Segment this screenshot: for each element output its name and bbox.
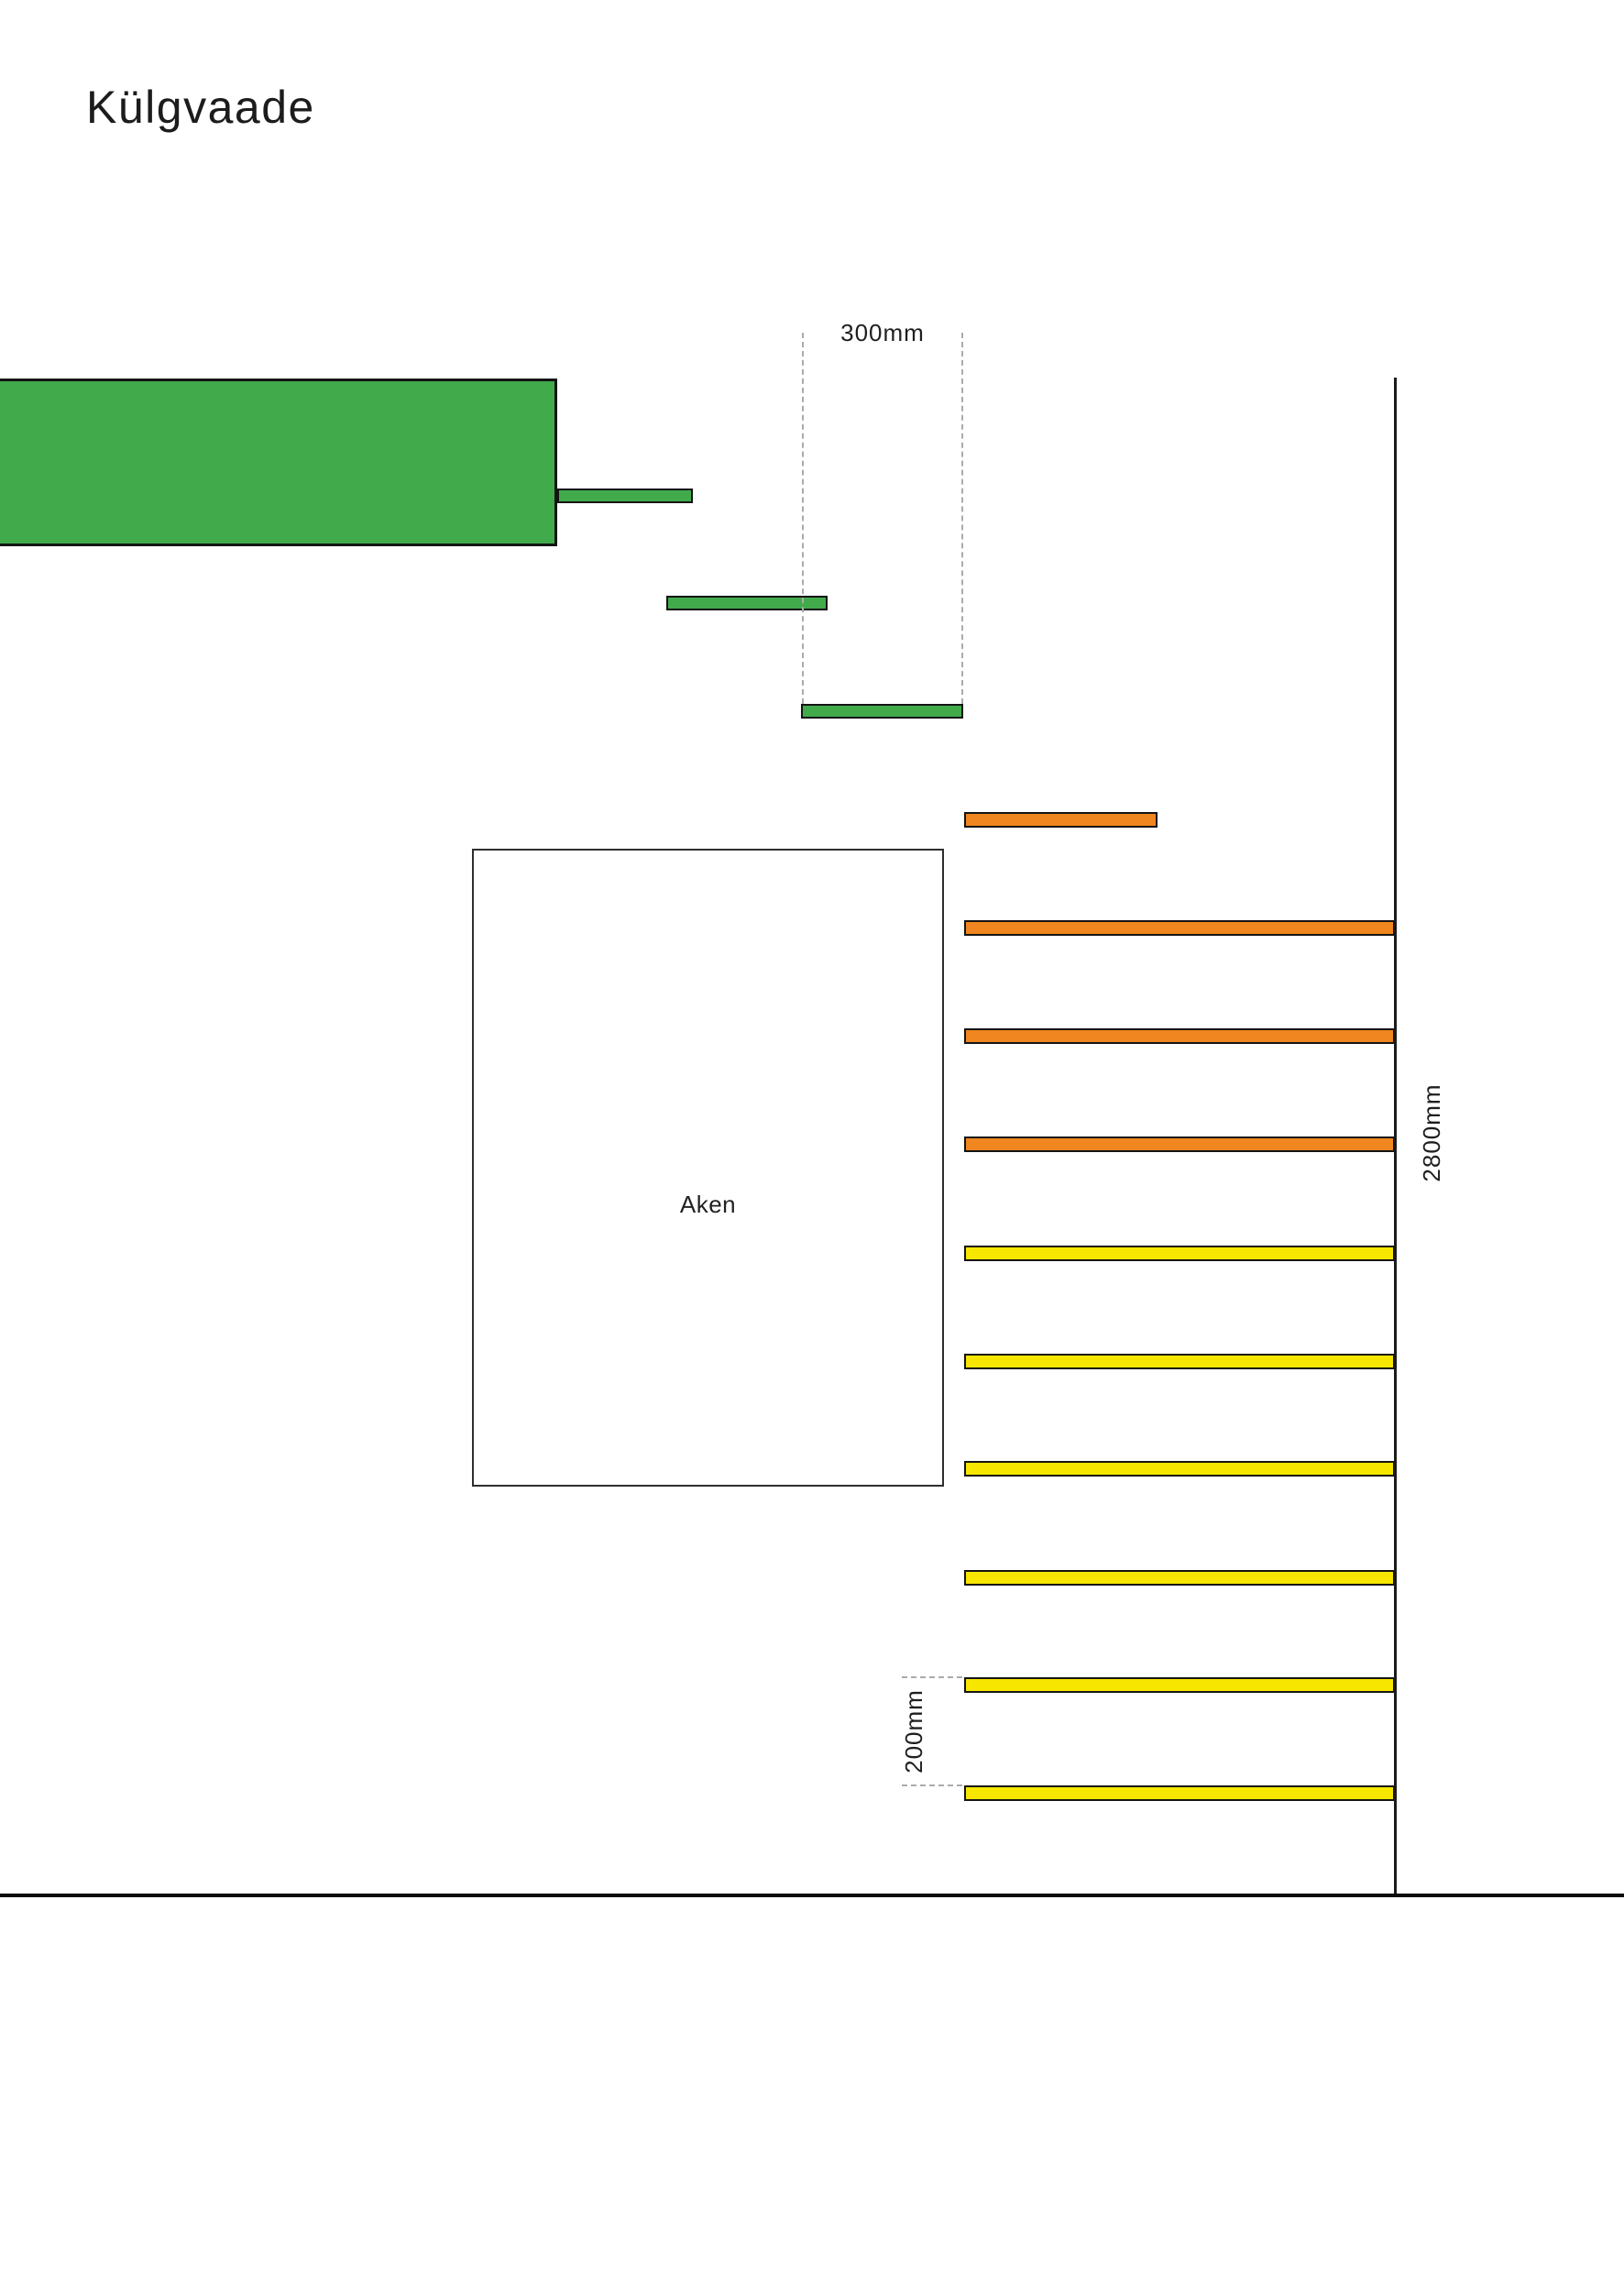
floor-line [0,1894,1624,1897]
yellow-step-6 [964,1785,1395,1801]
green-step-2 [666,596,828,610]
orange-step-small [964,812,1158,828]
yellow-step-1 [964,1246,1395,1261]
dim-300mm-right-dashed-line [961,333,963,704]
yellow-step-4 [964,1570,1395,1586]
dim-300mm-label: 300mm [840,318,925,346]
dim-200mm-bottom-dashed-line [902,1784,962,1786]
dim-200mm-label: 200mm [899,1689,927,1773]
dim-300mm-left-dashed-line [802,333,804,704]
upper-landing-slab [0,379,557,546]
orange-step-2 [964,1028,1395,1044]
green-step-3 [801,704,963,719]
dim-200mm-top-dashed-line [902,1676,962,1678]
page-title: Külgvaade [86,82,315,133]
dim-2800mm-label: 2800mm [1417,1083,1445,1182]
window-label: Aken [679,1191,737,1218]
orange-step-1 [964,920,1395,936]
green-step-1 [557,489,693,503]
wall-line [1394,378,1397,1895]
yellow-step-5 [964,1677,1395,1693]
window-rect: Aken [472,849,944,1487]
yellow-step-2 [964,1354,1395,1369]
yellow-step-3 [964,1461,1395,1477]
orange-step-3 [964,1136,1395,1152]
